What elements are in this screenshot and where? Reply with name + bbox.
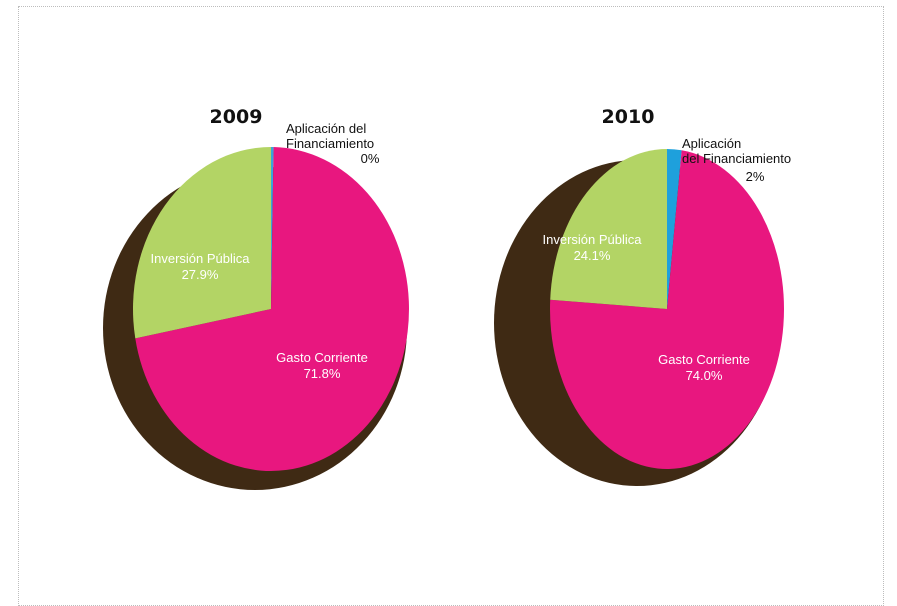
- slice-label-aplicacion-value: 2%: [746, 169, 765, 184]
- pie-slice-inversion-publica: [132, 147, 271, 339]
- slice-label-gasto-value: 74.0%: [686, 368, 723, 383]
- pie-chart-2009: 2009 Aplicación del Financiamiento 0% In…: [103, 106, 409, 490]
- slice-label-inversion-value: 24.1%: [574, 248, 611, 263]
- pie-slice-aplicacion-del-financiamiento: [667, 149, 682, 309]
- slice-label-inversion-value: 27.9%: [182, 267, 219, 282]
- chart-title: 2009: [210, 106, 263, 128]
- slice-label-gasto-value: 71.8%: [304, 366, 341, 381]
- pie-slices: [550, 149, 785, 470]
- pie-chart-2010: 2010 Aplicación del Financiamiento 2% In…: [494, 106, 791, 486]
- pie-slice-inversion-publica: [550, 149, 667, 309]
- pie-slice-aplicacion-del-financiamiento: [271, 147, 274, 309]
- slice-label-aplicacion-value: 0%: [361, 151, 380, 166]
- slice-label-aplicacion-line1: Aplicación: [682, 136, 741, 151]
- chart-title: 2010: [602, 106, 655, 128]
- slice-label-inversion-name: Inversión Pública: [151, 251, 251, 266]
- slice-label-gasto-name: Gasto Corriente: [276, 350, 368, 365]
- slice-label-gasto-name: Gasto Corriente: [658, 352, 750, 367]
- slice-label-aplicacion-line1: Aplicación del: [286, 121, 366, 136]
- pie-slices: [132, 147, 409, 472]
- slice-label-inversion-name: Inversión Pública: [543, 232, 643, 247]
- slice-label-aplicacion-line2: del Financiamiento: [682, 151, 791, 166]
- pie-slice-gasto-corriente: [550, 150, 785, 470]
- slice-label-aplicacion-line2: Financiamiento: [286, 136, 374, 151]
- pie-slice-gasto-corriente: [135, 147, 409, 472]
